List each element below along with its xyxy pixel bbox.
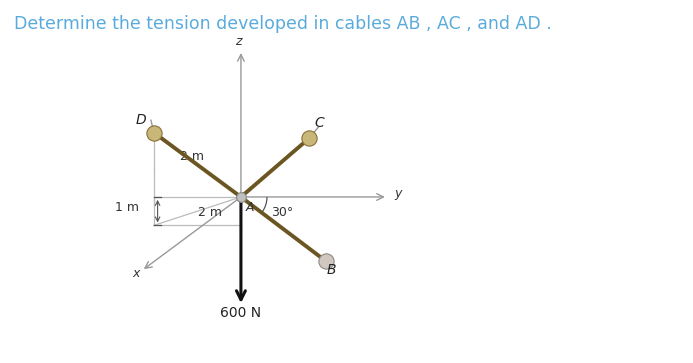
Text: 2 m: 2 m <box>198 205 222 219</box>
Text: Determine the tension developed in cables AB , AC , and AD .: Determine the tension developed in cable… <box>14 15 552 33</box>
Text: B: B <box>327 263 337 277</box>
Text: C: C <box>315 116 324 130</box>
Text: 30°: 30° <box>271 206 294 219</box>
Text: y: y <box>394 187 402 200</box>
Text: 600 N: 600 N <box>220 306 261 320</box>
Text: D: D <box>135 113 146 127</box>
Text: 1 m: 1 m <box>114 201 139 214</box>
Text: A: A <box>246 201 254 214</box>
Text: z: z <box>235 34 241 48</box>
Text: x: x <box>132 266 139 280</box>
Text: 2 m: 2 m <box>180 150 204 163</box>
